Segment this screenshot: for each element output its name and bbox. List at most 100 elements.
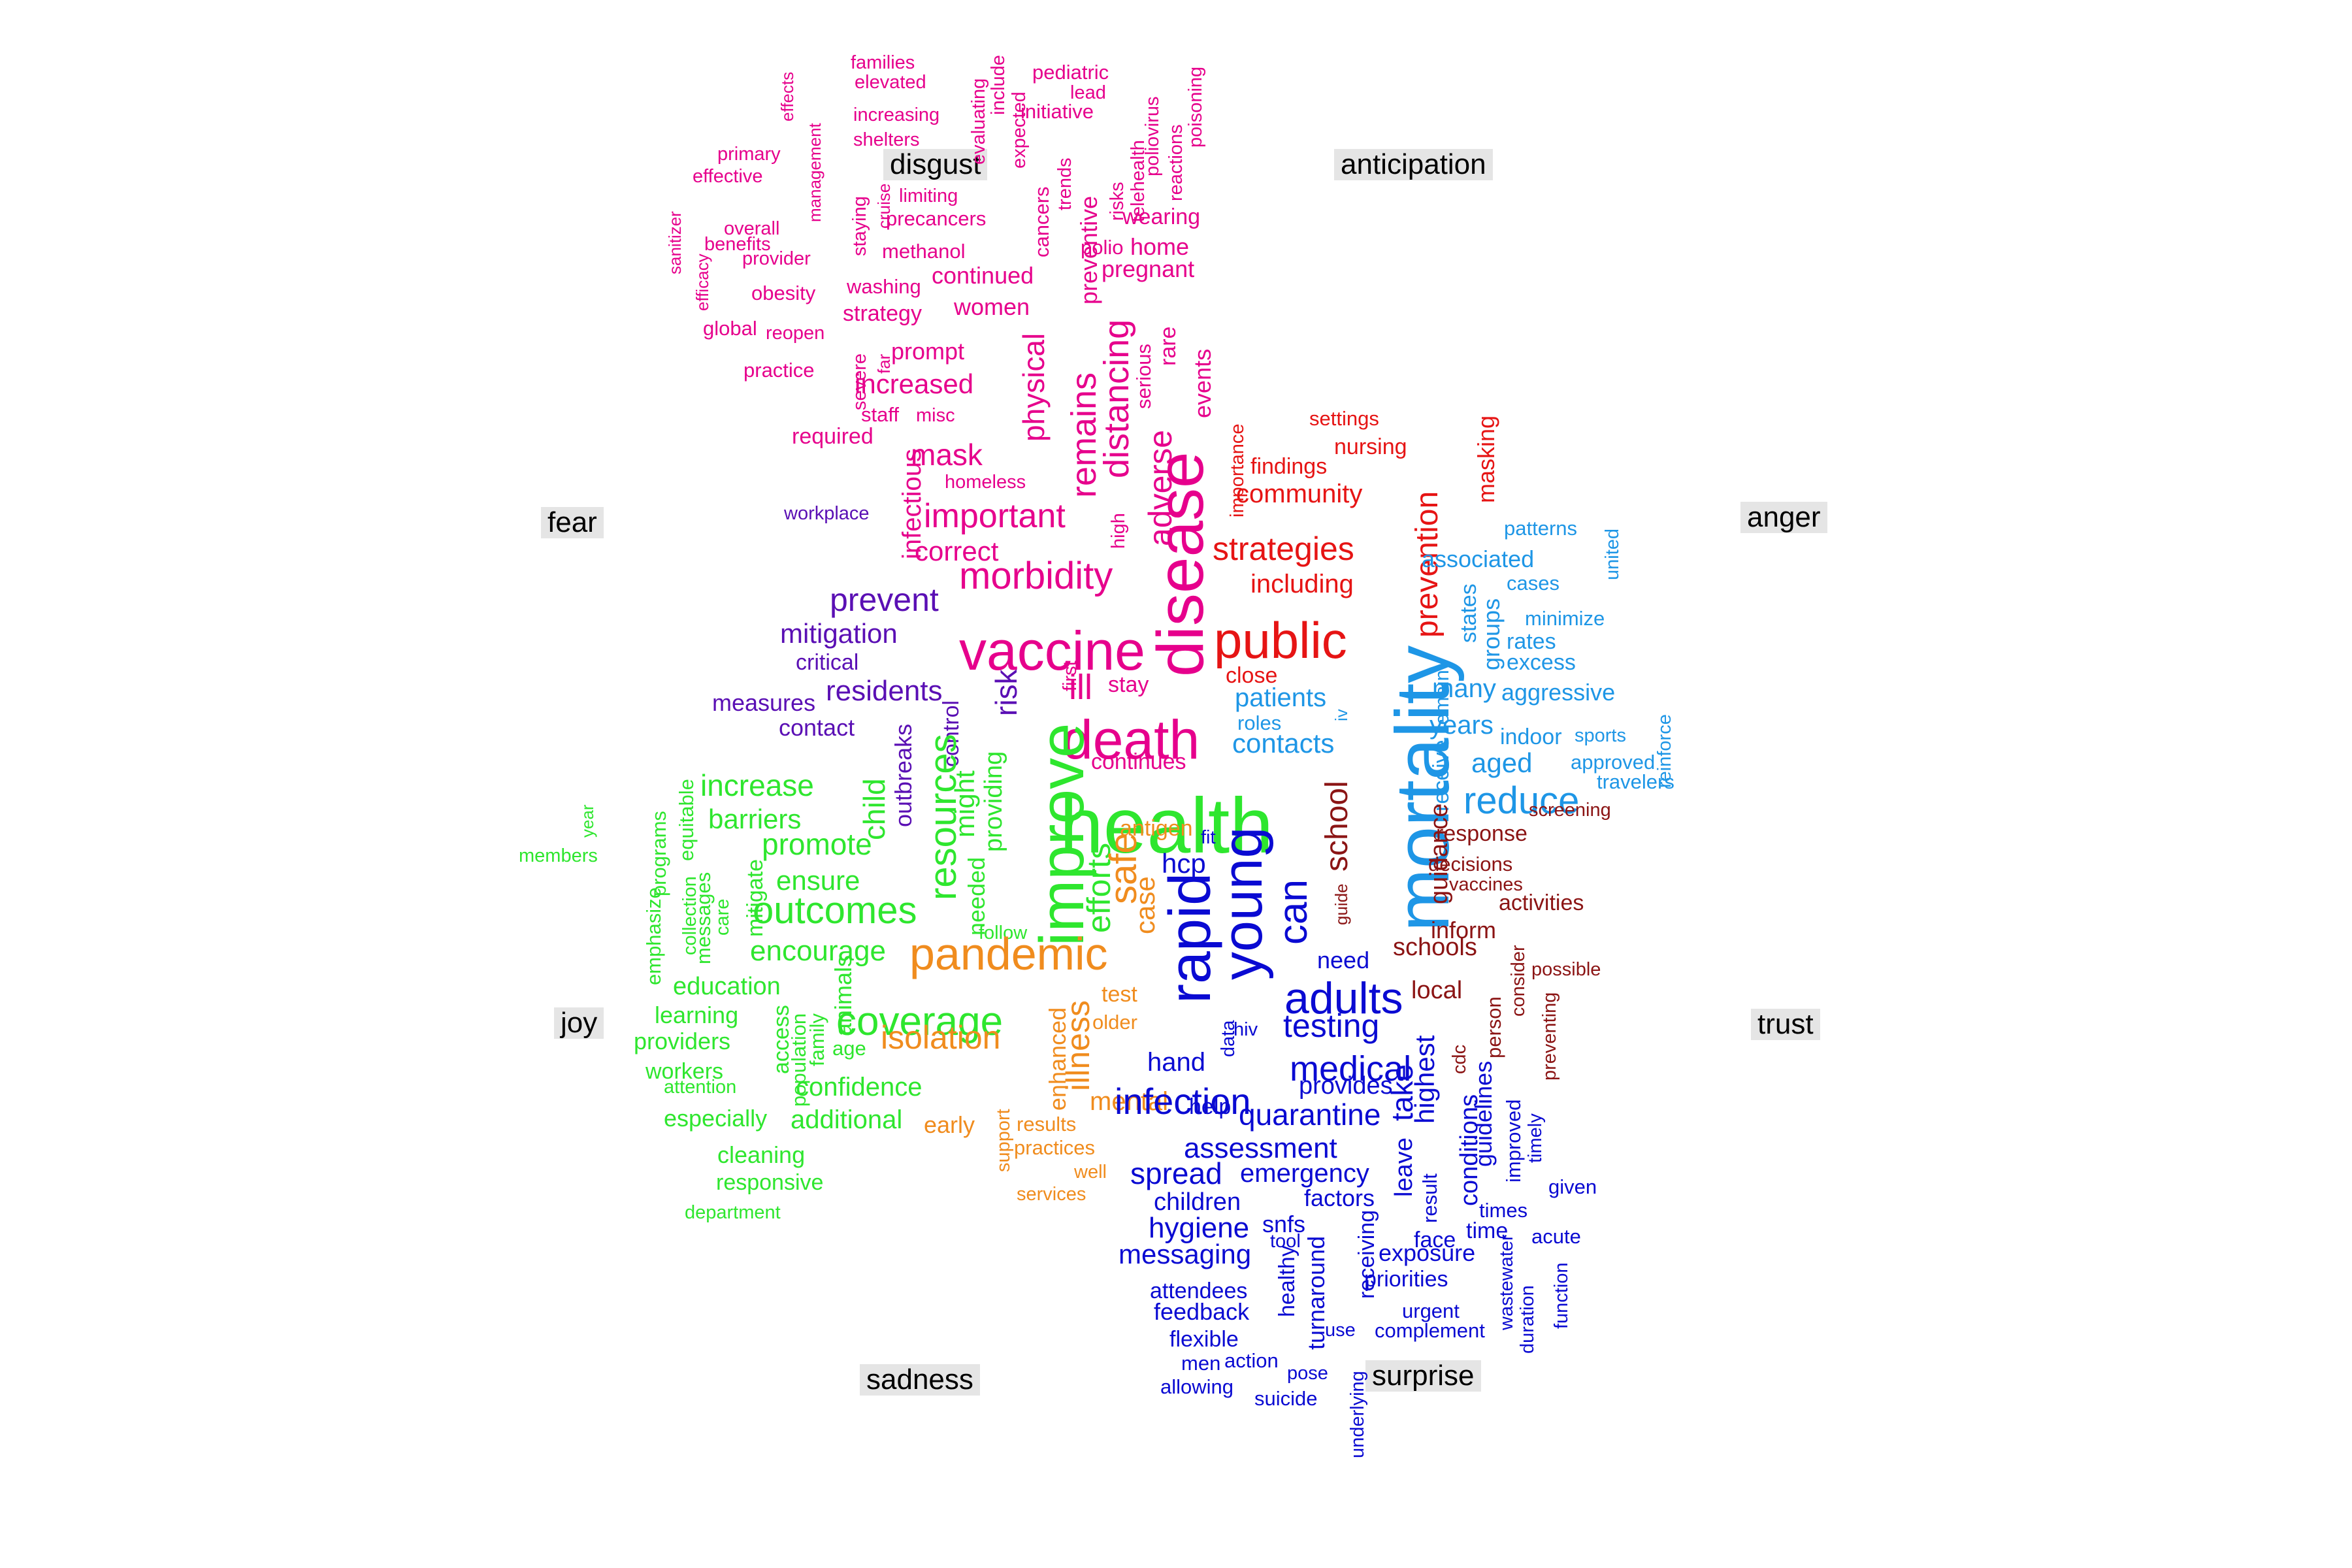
word-efficacy: efficacy	[693, 253, 713, 311]
word-many: many	[1432, 674, 1496, 703]
word-aggressive: aggressive	[1501, 679, 1616, 706]
word-shelters: shelters	[853, 129, 920, 150]
word-messaging: messaging	[1119, 1239, 1252, 1269]
word-reopen: reopen	[766, 322, 825, 344]
word-including: including	[1250, 570, 1354, 598]
word-guidelines: guidelines	[1469, 1060, 1497, 1167]
word-contacts: contacts	[1232, 728, 1335, 759]
word-residents: residents	[826, 675, 943, 707]
word-outbreaks: outbreaks	[889, 723, 917, 827]
word-critical: critical	[796, 650, 859, 675]
word-additional: additional	[791, 1105, 903, 1134]
word-travelers: travelers	[1597, 770, 1674, 793]
word-women: women	[954, 293, 1030, 320]
word-function: function	[1550, 1262, 1572, 1329]
word-serious: serious	[1132, 344, 1156, 409]
word-aged: aged	[1471, 747, 1533, 778]
word-prevent: prevent	[830, 581, 939, 618]
word-groups: groups	[1477, 598, 1505, 670]
word-misc: misc	[916, 404, 955, 426]
word-quarantine: quarantine	[1239, 1098, 1381, 1132]
word-lead: lead	[1070, 82, 1106, 103]
word-screening: screening	[1529, 799, 1611, 821]
word-ill: ill	[1069, 668, 1092, 707]
word-excess: excess	[1507, 650, 1576, 675]
word-first: first	[1059, 661, 1081, 691]
word-polio: polio	[1081, 235, 1124, 259]
word-rapid: rapid	[1157, 872, 1223, 1004]
word-spread: spread	[1130, 1156, 1222, 1190]
word-children: children	[1154, 1188, 1241, 1216]
word-initiative: initiative	[1021, 99, 1094, 123]
word-precancers: precancers	[886, 206, 987, 230]
word-use: use	[1325, 1319, 1356, 1341]
word-indoor: indoor	[1500, 725, 1562, 749]
word-family: family	[806, 1013, 829, 1066]
word-school: school	[1319, 781, 1354, 872]
word-medical: medical	[1290, 1049, 1412, 1088]
word-ensure: ensure	[776, 865, 860, 896]
word-encourage: encourage	[750, 935, 886, 967]
word-contact: contact	[779, 714, 855, 741]
word-benefits: benefits	[704, 233, 771, 255]
word-help: help	[1189, 1094, 1232, 1119]
word-need: need	[1317, 947, 1370, 973]
word-continues: continues	[1091, 749, 1186, 774]
word-increase: increase	[700, 768, 814, 802]
word-case: case	[1129, 876, 1160, 934]
word-sanitizer: sanitizer	[665, 211, 685, 274]
word-isolation: isolation	[881, 1019, 1001, 1056]
word-tool: tool	[1270, 1230, 1301, 1252]
emotion-label-surprise: surprise	[1365, 1360, 1481, 1392]
word-men: men	[1181, 1351, 1221, 1375]
word-attention: attention	[664, 1076, 737, 1098]
word-mental: mental	[1090, 1087, 1169, 1116]
word-public: public	[1214, 612, 1347, 669]
word-department: department	[685, 1201, 781, 1223]
word-minimize: minimize	[1525, 606, 1605, 630]
word-underlying: underlying	[1347, 1371, 1368, 1458]
word-pandemic: pandemic	[909, 928, 1108, 979]
word-attendees: attendees	[1150, 1279, 1248, 1303]
word-follow: follow	[979, 922, 1028, 943]
word-timely: timely	[1524, 1113, 1546, 1163]
word-staff: staff	[861, 402, 900, 426]
word-measures: measures	[712, 689, 816, 716]
emotion-label-joy: joy	[554, 1007, 604, 1039]
word-fit: fit	[1201, 826, 1216, 848]
word-person: person	[1482, 996, 1506, 1058]
word-education: education	[673, 973, 781, 1000]
word-wearing: wearing	[1122, 204, 1201, 229]
word-cleaning: cleaning	[717, 1141, 806, 1168]
word-prompt: prompt	[891, 338, 965, 365]
word-testing: testing	[1283, 1007, 1380, 1044]
word-reactions: reactions	[1165, 124, 1186, 201]
word-well: well	[1074, 1161, 1107, 1183]
word-early: early	[924, 1111, 975, 1138]
word-acute: acute	[1531, 1224, 1581, 1248]
word-poisoning: poisoning	[1184, 66, 1206, 148]
word-families: families	[851, 52, 915, 73]
word-hiv: hiv	[1233, 1019, 1258, 1040]
word-death: death	[1062, 709, 1200, 770]
word-high: high	[1107, 513, 1129, 549]
word-possible: possible	[1531, 958, 1601, 980]
word-workplace: workplace	[784, 502, 870, 524]
word-cdc: cdc	[1448, 1044, 1470, 1074]
word-times: times	[1479, 1198, 1528, 1222]
word-approved: approved	[1571, 750, 1656, 774]
word-workers: workers	[645, 1059, 724, 1084]
word-practice: practice	[743, 358, 815, 382]
word-community: community	[1236, 480, 1363, 508]
word-activities: activities	[1499, 890, 1584, 915]
word-close: close	[1226, 663, 1278, 688]
word-overall: overall	[724, 218, 780, 239]
word-assessment: assessment	[1184, 1132, 1337, 1164]
word-primary: primary	[717, 143, 781, 165]
word-masking: masking	[1472, 415, 1499, 503]
word-homeless: homeless	[945, 471, 1026, 493]
word-face: face	[1414, 1228, 1456, 1252]
word-can: can	[1270, 879, 1316, 945]
word-mask: mask	[911, 438, 983, 472]
word-providing: providing	[980, 751, 1008, 852]
